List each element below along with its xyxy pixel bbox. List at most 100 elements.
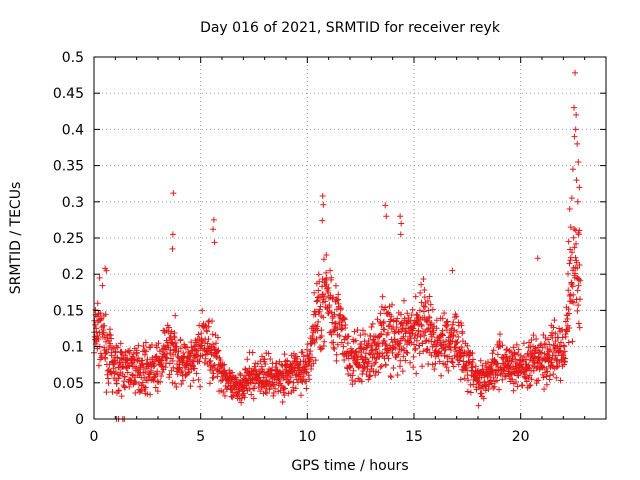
data-point — [251, 385, 258, 392]
data-point — [569, 338, 576, 345]
data-point — [565, 310, 572, 317]
data-point — [528, 337, 535, 344]
data-point — [472, 363, 479, 370]
data-point — [318, 327, 325, 334]
data-point — [573, 177, 580, 184]
data-point — [333, 351, 340, 358]
data-point — [575, 302, 582, 309]
data-point — [290, 350, 297, 357]
data-point — [384, 352, 391, 359]
data-point — [453, 340, 460, 347]
data-point — [272, 385, 279, 392]
data-point — [418, 281, 425, 288]
y-tick-label: 0.25 — [53, 231, 84, 247]
data-point — [195, 376, 202, 383]
data-point — [426, 293, 433, 300]
data-point — [142, 339, 149, 346]
data-point — [549, 334, 556, 341]
data-point — [175, 365, 182, 372]
data-point — [575, 158, 582, 165]
data-point — [551, 317, 558, 324]
y-tick-label: 0.2 — [62, 267, 84, 283]
data-point — [380, 320, 387, 327]
data-point — [241, 394, 248, 401]
data-point — [202, 322, 209, 329]
data-point — [372, 359, 379, 366]
data-point — [541, 386, 548, 393]
data-point — [336, 333, 343, 340]
data-point — [105, 346, 112, 353]
data-point — [574, 265, 581, 272]
data-point — [193, 370, 200, 377]
data-point — [221, 361, 228, 368]
data-point — [414, 332, 421, 339]
data-point — [404, 350, 411, 357]
x-tick-label: 5 — [196, 429, 205, 445]
data-point — [170, 190, 177, 197]
data-point — [247, 379, 254, 386]
data-point — [121, 384, 128, 391]
data-point — [570, 291, 577, 298]
data-point — [494, 360, 501, 367]
data-point — [419, 340, 426, 347]
data-point — [509, 355, 516, 362]
data-point — [155, 340, 162, 347]
data-point — [493, 377, 500, 384]
data-point — [438, 372, 445, 379]
data-point — [99, 282, 106, 289]
data-point — [564, 315, 571, 322]
data-point — [147, 391, 154, 398]
data-point — [417, 289, 424, 296]
data-point — [562, 333, 569, 340]
data-point — [154, 388, 161, 395]
data-point — [104, 367, 111, 374]
data-point — [443, 319, 450, 326]
data-point — [262, 389, 269, 396]
data-point — [368, 323, 375, 330]
data-point — [464, 342, 471, 349]
data-point — [577, 277, 584, 284]
data-point — [135, 354, 142, 361]
data-point — [354, 326, 361, 333]
data-point — [317, 303, 324, 310]
data-point — [178, 369, 185, 376]
data-point — [526, 383, 533, 390]
data-point — [133, 349, 140, 356]
data-point — [267, 356, 274, 363]
data-point — [359, 327, 366, 334]
data-point — [229, 369, 236, 376]
data-point — [362, 331, 369, 338]
data-point — [556, 325, 563, 332]
data-point — [313, 335, 320, 342]
data-point — [427, 328, 434, 335]
data-point — [416, 350, 423, 357]
data-point — [129, 371, 136, 378]
data-point — [292, 372, 299, 379]
y-tick-label: 0.3 — [62, 195, 84, 211]
data-point — [284, 358, 291, 365]
data-point — [552, 338, 559, 345]
data-point — [209, 341, 216, 348]
data-point — [190, 377, 197, 384]
data-point — [453, 313, 460, 320]
data-point — [575, 231, 582, 238]
data-point — [262, 360, 269, 367]
data-point — [318, 332, 325, 339]
data-point — [568, 280, 575, 287]
data-point — [489, 350, 496, 357]
data-point — [427, 301, 434, 308]
data-point — [112, 349, 119, 356]
data-point — [210, 226, 217, 233]
data-point — [410, 325, 417, 332]
data-point — [207, 357, 214, 364]
data-point — [576, 261, 583, 268]
data-point — [199, 307, 206, 314]
data-point — [356, 362, 363, 369]
data-point — [205, 323, 212, 330]
data-point — [564, 328, 571, 335]
data-point — [426, 315, 433, 321]
y-tick-label: 0.35 — [53, 159, 84, 175]
data-point — [170, 351, 177, 358]
data-point — [196, 358, 203, 365]
data-point — [429, 361, 436, 368]
